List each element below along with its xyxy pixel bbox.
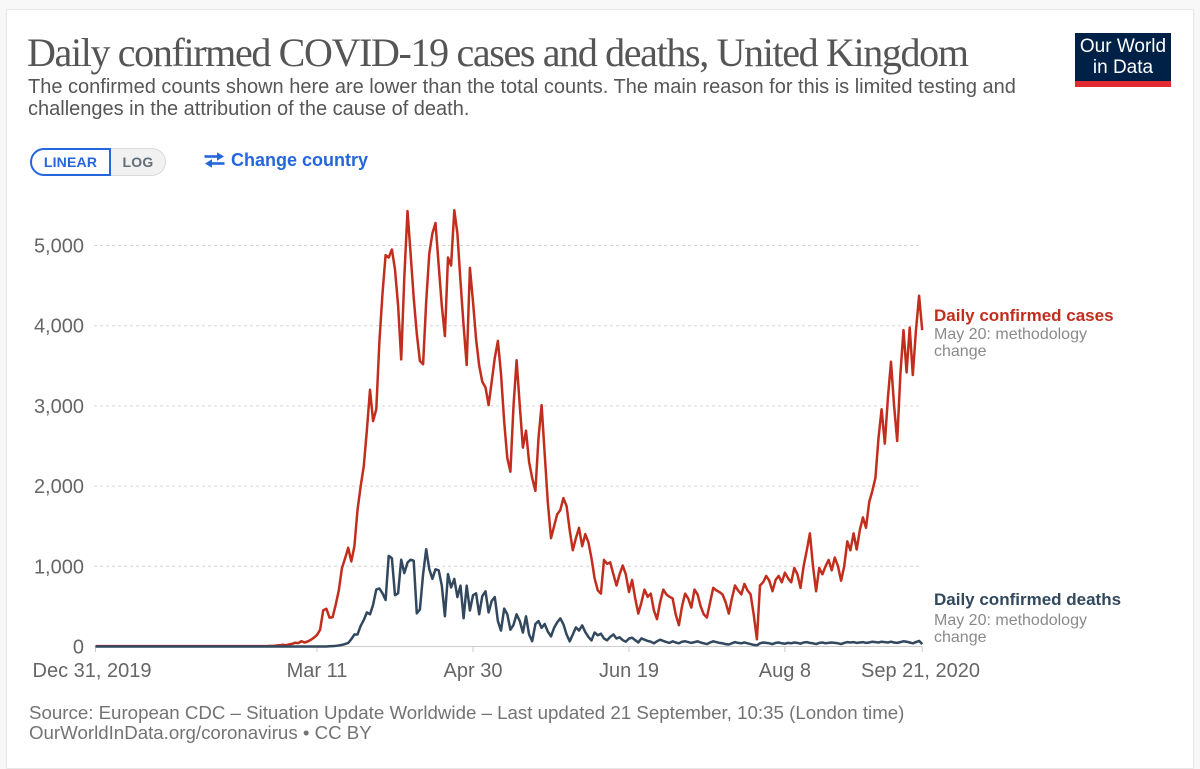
svg-text:Daily confirmed deaths: Daily confirmed deaths: [934, 590, 1121, 609]
svg-text:4,000: 4,000: [34, 316, 84, 338]
svg-text:Mar 11: Mar 11: [287, 660, 348, 682]
svg-text:Dec 31, 2019: Dec 31, 2019: [33, 660, 152, 682]
svg-text:change: change: [934, 343, 987, 360]
svg-text:change: change: [934, 629, 987, 646]
svg-text:Aug 8: Aug 8: [759, 660, 811, 682]
svg-text:Jun 19: Jun 19: [599, 660, 659, 682]
svg-text:May 20: methodology: May 20: methodology: [934, 326, 1087, 343]
svg-text:3,000: 3,000: [34, 396, 84, 418]
svg-text:2,000: 2,000: [34, 476, 84, 498]
svg-text:5,000: 5,000: [34, 236, 84, 258]
svg-text:Sep 21, 2020: Sep 21, 2020: [861, 660, 980, 682]
svg-text:Daily confirmed cases: Daily confirmed cases: [934, 306, 1114, 325]
svg-text:1,000: 1,000: [34, 556, 84, 578]
svg-text:0: 0: [73, 637, 84, 659]
svg-text:May 20: methodology: May 20: methodology: [934, 612, 1087, 629]
svg-text:Apr 30: Apr 30: [444, 660, 503, 682]
